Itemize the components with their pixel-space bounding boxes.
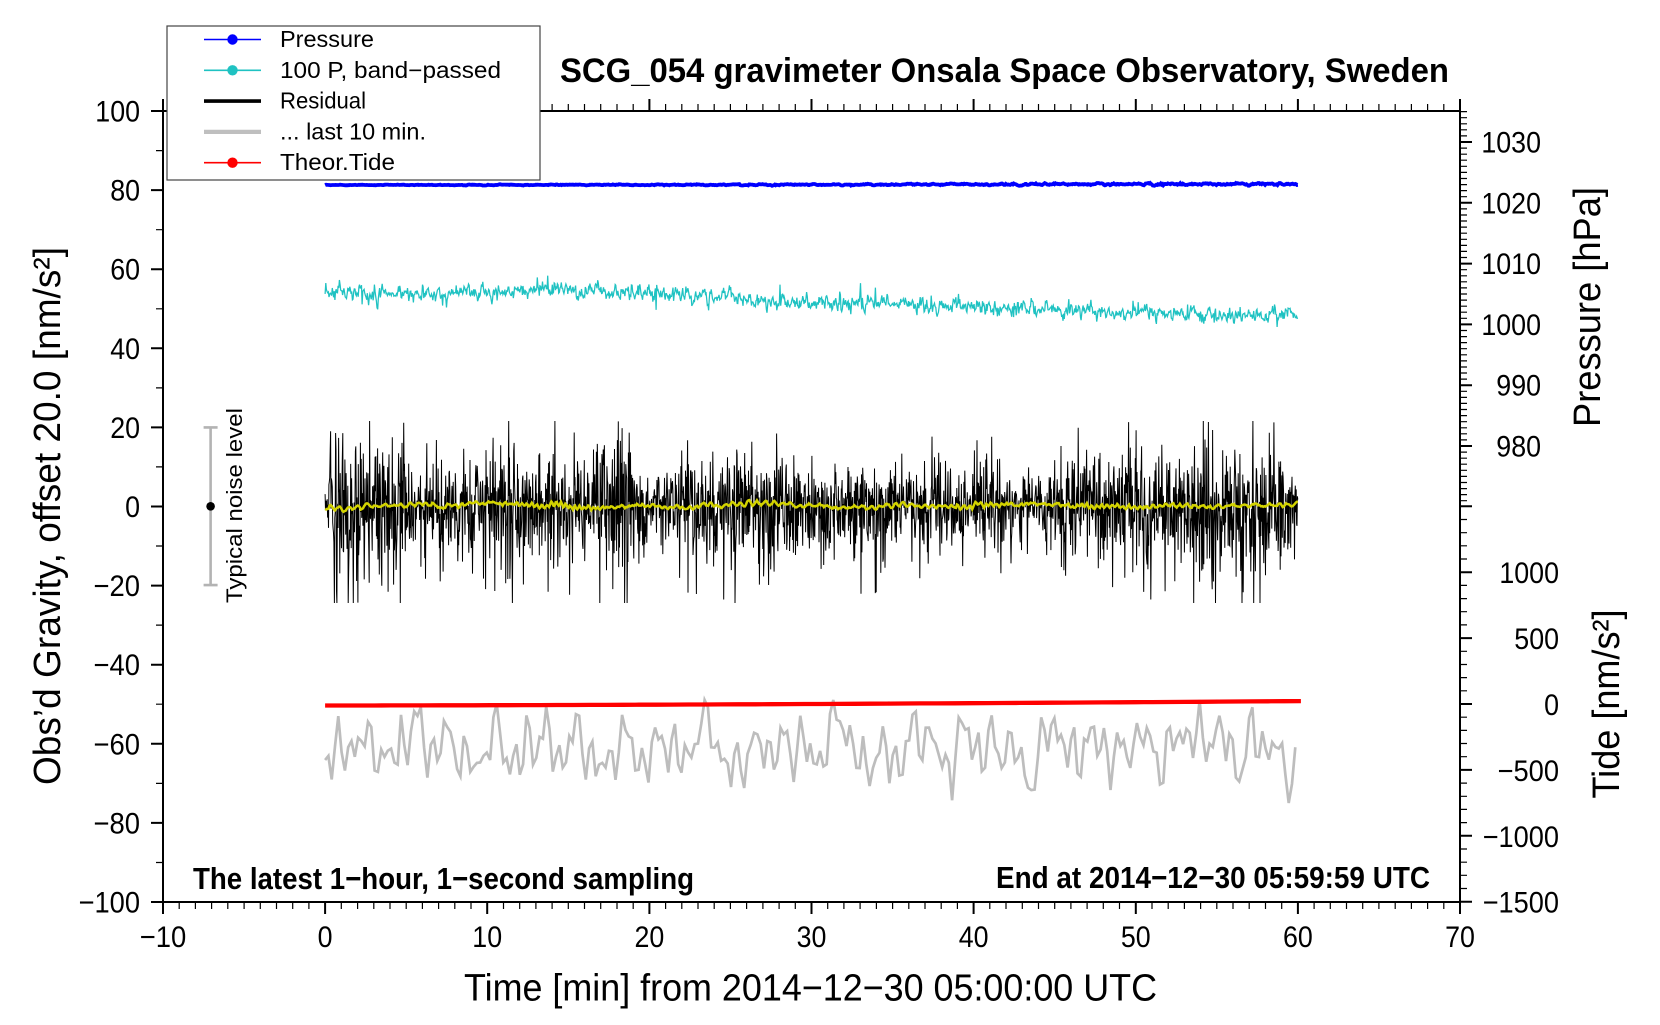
svg-text:Pressure [hPa]: Pressure [hPa] [1567, 187, 1609, 427]
svg-text:SCG_054 gravimeter Onsala Spac: SCG_054 gravimeter Onsala Space Observat… [560, 52, 1449, 90]
svg-text:Time [min] from 2014−12−30 05:: Time [min] from 2014−12−30 05:00:00 UTC [464, 968, 1157, 1010]
svg-text:80: 80 [110, 175, 140, 208]
svg-text:Tide [nm/s²]: Tide [nm/s²] [1586, 610, 1628, 799]
svg-text:Pressure: Pressure [280, 26, 374, 52]
svg-text:−60: −60 [94, 728, 141, 761]
svg-text:0: 0 [125, 491, 140, 524]
svg-text:The latest 1−hour, 1−second sa: The latest 1−hour, 1−second sampling [193, 861, 694, 896]
svg-text:20: 20 [110, 412, 140, 445]
svg-text:40: 40 [110, 333, 140, 366]
svg-text:40: 40 [959, 921, 989, 954]
svg-text:1020: 1020 [1481, 187, 1541, 220]
svg-text:Theor.Tide: Theor.Tide [280, 149, 395, 175]
svg-text:End at 2014−12−30 05:59:59 UTC: End at 2014−12−30 05:59:59 UTC [996, 860, 1430, 895]
svg-text:500: 500 [1514, 623, 1559, 656]
svg-text:50: 50 [1121, 921, 1151, 954]
svg-text:100 P, band−passed: 100 P, band−passed [280, 57, 501, 83]
svg-text:... last 10 min.: ... last 10 min. [280, 118, 426, 144]
svg-text:1000: 1000 [1481, 309, 1541, 342]
svg-text:20: 20 [635, 921, 665, 954]
svg-text:Obs’d Gravity, offset 20.0 [nm: Obs’d Gravity, offset 20.0 [nm/s²] [27, 247, 69, 785]
svg-text:1000: 1000 [1499, 557, 1559, 590]
svg-text:1010: 1010 [1481, 248, 1541, 281]
svg-text:Typical noise level: Typical noise level [222, 408, 247, 603]
svg-text:Residual: Residual [280, 88, 366, 114]
svg-text:0: 0 [318, 921, 333, 954]
svg-text:990: 990 [1496, 370, 1541, 403]
svg-text:100: 100 [95, 96, 140, 129]
svg-text:0: 0 [1544, 689, 1559, 722]
svg-text:−1500: −1500 [1483, 887, 1559, 920]
svg-text:−500: −500 [1498, 755, 1559, 788]
svg-text:−80: −80 [94, 807, 141, 840]
svg-text:−1000: −1000 [1483, 821, 1559, 854]
svg-text:60: 60 [1283, 921, 1313, 954]
svg-text:30: 30 [797, 921, 827, 954]
svg-text:−10: −10 [140, 921, 187, 954]
svg-text:−40: −40 [94, 649, 141, 682]
svg-text:70: 70 [1445, 921, 1475, 954]
svg-text:10: 10 [472, 921, 502, 954]
svg-text:−20: −20 [94, 570, 141, 603]
svg-text:60: 60 [110, 254, 140, 287]
svg-text:−100: −100 [79, 887, 140, 920]
svg-text:1030: 1030 [1481, 127, 1541, 160]
svg-text:980: 980 [1496, 431, 1541, 464]
